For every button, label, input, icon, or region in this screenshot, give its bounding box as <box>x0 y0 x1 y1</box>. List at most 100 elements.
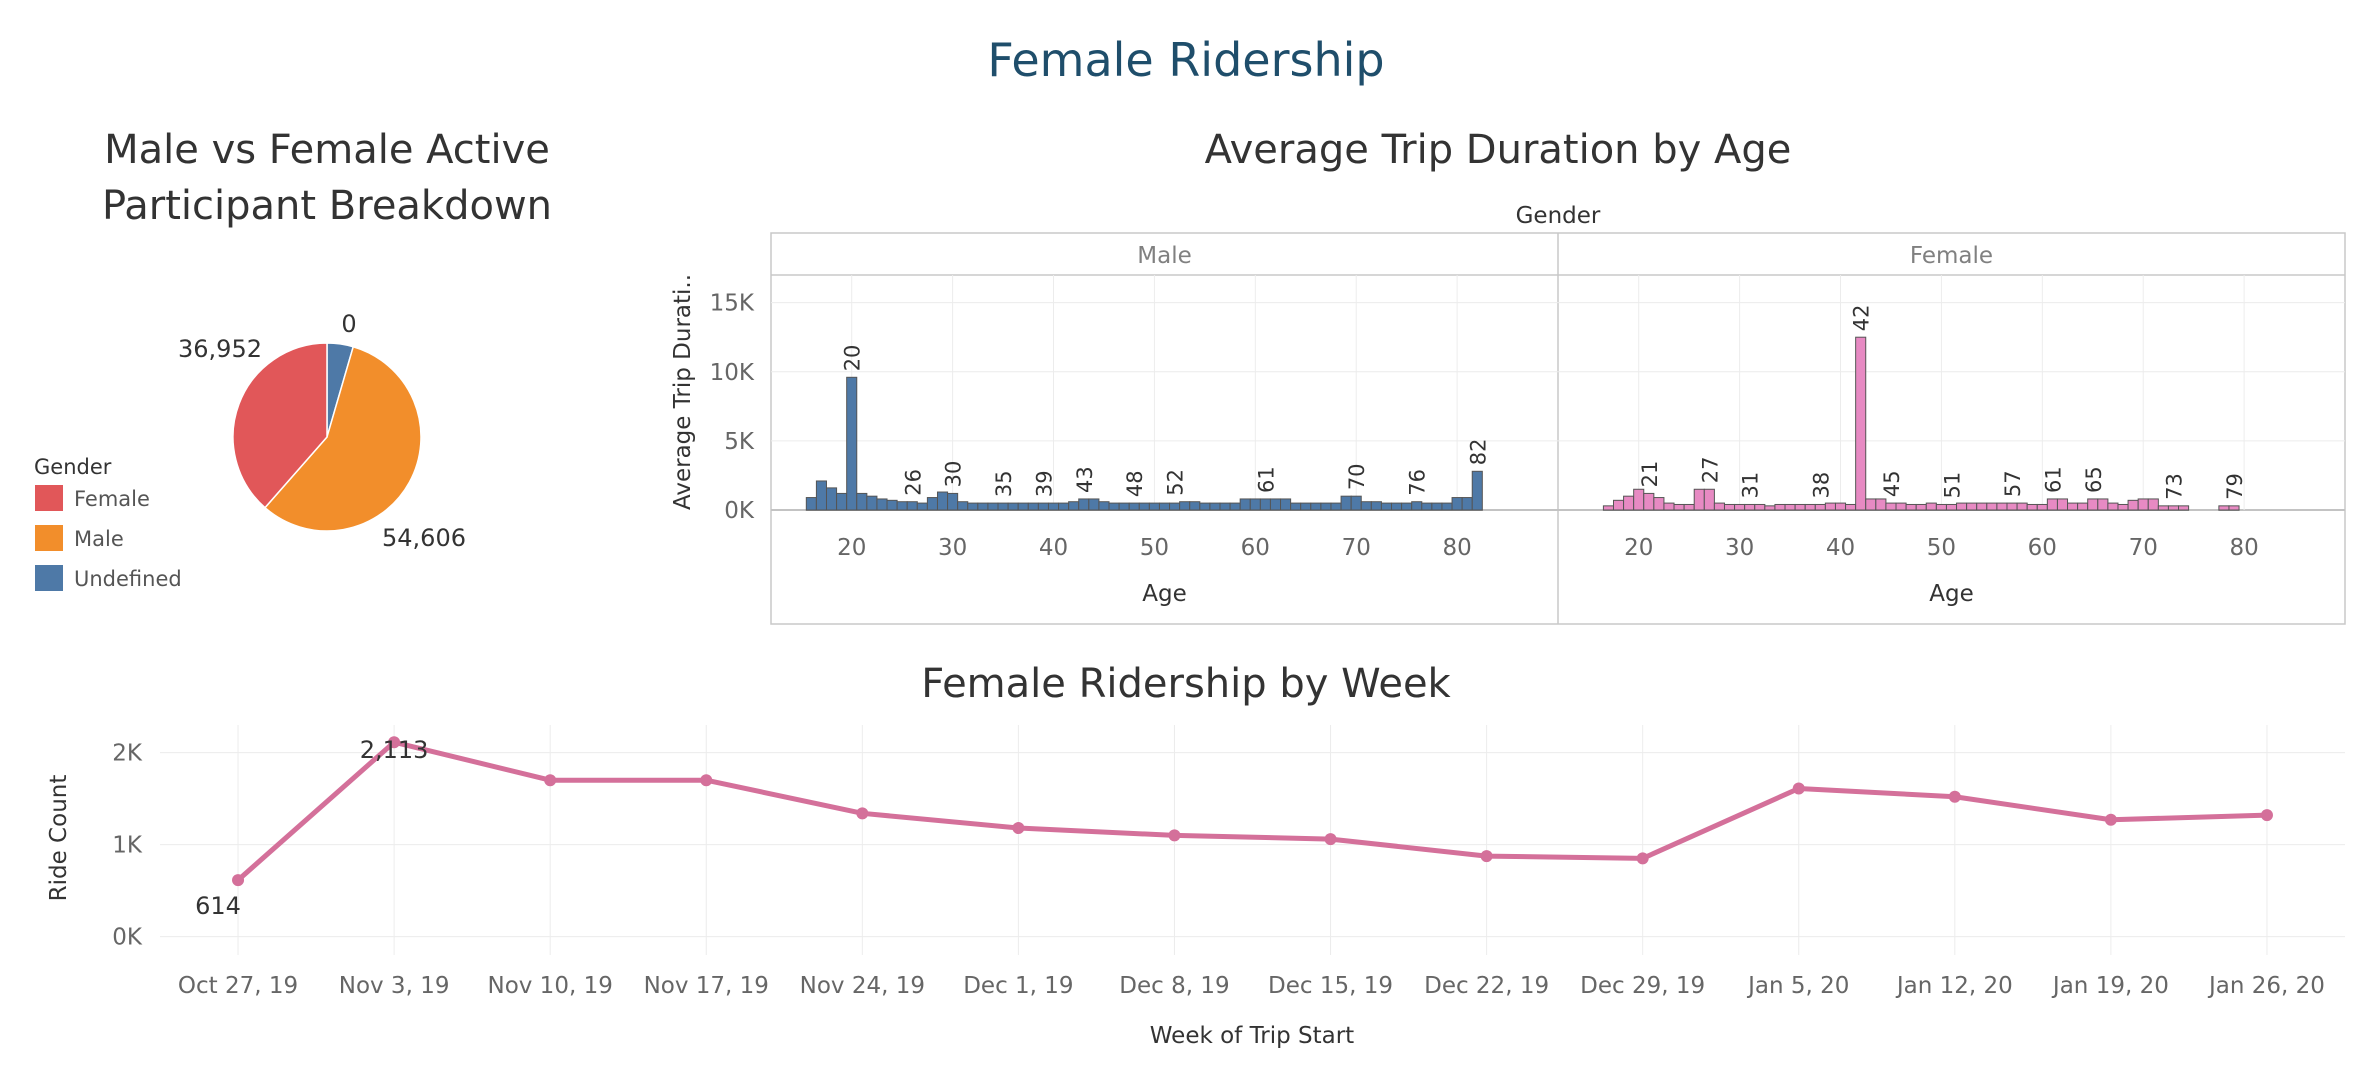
bar-male-age-51 <box>1158 502 1171 511</box>
bar-male-age-25 <box>896 501 908 511</box>
line-data-label-0: 614 <box>195 892 241 920</box>
bar-male-age-74 <box>1391 502 1403 511</box>
bar-male-age-32 <box>967 502 979 511</box>
bar-female-age-59 <box>2026 503 2038 511</box>
bar-male-age-54 <box>1189 501 1201 511</box>
bar-male-age-82 <box>1471 470 1483 511</box>
bar-female-age-17 <box>1602 505 1614 511</box>
bar-female-age-31 <box>1744 503 1756 511</box>
bar-y-axis-title: Average Trip Durati.. <box>670 274 696 510</box>
bar-chart-facet-label: Gender <box>1516 203 1601 229</box>
bar-female-age-47 <box>1905 503 1917 511</box>
bar-male-age-29 <box>936 491 949 511</box>
bar-label-male-61: 61 <box>1254 466 1278 493</box>
line-x-tick: Dec 1, 19 <box>963 973 1073 999</box>
bar-y-tick: 5K <box>724 429 755 455</box>
bar-female-age-63 <box>2067 502 2079 511</box>
bar-label-female-79: 79 <box>2223 473 2247 500</box>
bar-male-age-45 <box>1098 501 1110 511</box>
bar-male-age-38 <box>1027 502 1039 511</box>
bar-female-age-70 <box>2137 498 2149 511</box>
pie-label-male: 54,606 <box>382 524 466 552</box>
bar-male-age-65 <box>1300 502 1312 511</box>
pie-chart-title-line-2: Participant Breakdown <box>102 183 552 229</box>
bar-female-age-56 <box>1996 502 2008 511</box>
bar-female-age-55 <box>1986 502 1998 511</box>
bar-male-age-72 <box>1370 501 1382 511</box>
bar-label-male-76: 76 <box>1406 469 1430 496</box>
bar-label-male-35: 35 <box>992 470 1016 497</box>
bar-male-age-49 <box>1138 502 1150 511</box>
line-x-axis-title: Week of Trip Start <box>1150 1023 1354 1049</box>
bar-male-age-62 <box>1269 498 1282 511</box>
bar-female-age-54 <box>1976 502 1988 511</box>
bar-male-age-60 <box>1249 498 1261 511</box>
bar-x-tick: 20 <box>1624 535 1653 561</box>
bar-female-age-48 <box>1915 503 1927 511</box>
bar-female-age-21 <box>1643 492 1655 511</box>
bar-x-tick: 30 <box>938 535 967 561</box>
bar-female-age-64 <box>2077 502 2089 511</box>
bar-female-age-20 <box>1633 488 1645 511</box>
bar-female-age-62 <box>2056 498 2069 511</box>
legend-swatch-male <box>35 525 63 551</box>
line-y-tick: 2K <box>112 741 143 767</box>
bar-label-male-30: 30 <box>942 461 966 488</box>
bar-female-age-69 <box>2127 499 2139 511</box>
line-x-tick: Nov 17, 19 <box>644 973 769 999</box>
bar-female-age-71 <box>2147 498 2159 511</box>
bar-female-age-58 <box>2016 502 2028 511</box>
bar-male-age-75 <box>1401 502 1413 511</box>
bar-x-axis-title-male: Age <box>1142 581 1186 607</box>
bar-female-age-67 <box>2107 502 2119 511</box>
bar-male-age-31 <box>957 501 969 511</box>
line-x-tick: Nov 24, 19 <box>800 973 925 999</box>
pie-slice-female <box>232 342 328 509</box>
bar-male-age-44 <box>1088 498 1100 511</box>
bar-x-tick: 30 <box>1725 535 1754 561</box>
bar-male-age-35 <box>997 502 1009 511</box>
bar-female-age-53 <box>1966 502 1978 511</box>
bar-male-age-68 <box>1330 502 1342 511</box>
bar-female-age-32 <box>1754 503 1766 511</box>
bar-label-male-39: 39 <box>1032 470 1056 497</box>
bar-male-age-81 <box>1461 497 1473 511</box>
bar-label-female-45: 45 <box>1880 470 1904 497</box>
line-point-7 <box>1324 833 1337 846</box>
bar-label-female-31: 31 <box>1739 472 1763 499</box>
bar-female-age-44 <box>1875 498 1887 511</box>
bar-female-age-33 <box>1764 505 1776 511</box>
line-x-tick: Nov 3, 19 <box>339 973 450 999</box>
bar-x-axis-title-female: Age <box>1929 581 1973 607</box>
bar-male-age-71 <box>1360 501 1372 511</box>
bar-y-tick: 0K <box>724 498 755 524</box>
bar-chart: 0K 5K 10K 15K Average Trip Durati.. Male 20 30 4… <box>670 232 2346 625</box>
bar-label-male-70: 70 <box>1345 463 1369 490</box>
bar-male-age-36 <box>1007 502 1019 511</box>
bar-label-male-48: 48 <box>1123 470 1147 497</box>
bar-male-age-70 <box>1350 495 1362 511</box>
bar-female-age-61 <box>2046 498 2058 511</box>
bar-label-male-82: 82 <box>1466 439 1490 466</box>
bar-male-age-57 <box>1219 502 1231 511</box>
bar-female-age-45 <box>1885 502 1897 511</box>
line-point-4 <box>856 807 869 820</box>
bar-male-age-18 <box>825 487 838 511</box>
legend-item-female: Female <box>74 487 150 511</box>
bar-label-female-57: 57 <box>2001 470 2025 497</box>
bar-female-age-30 <box>1734 503 1746 511</box>
bar-male-age-50 <box>1148 502 1160 511</box>
legend-title: Gender <box>34 455 112 479</box>
bar-label-male-43: 43 <box>1073 466 1097 493</box>
line-x-tick: Jan 12, 20 <box>1895 973 2013 999</box>
line-x-tick: Nov 10, 19 <box>487 973 612 999</box>
bar-male-age-40 <box>1047 502 1060 511</box>
bar-label-male-26: 26 <box>901 469 925 496</box>
bar-male-age-59 <box>1239 498 1251 511</box>
bar-label-female-61: 61 <box>2041 466 2065 493</box>
bar-male-age-46 <box>1108 502 1120 511</box>
bar-female-age-46 <box>1895 502 1907 511</box>
bar-male-age-21 <box>856 492 868 511</box>
bar-male-age-52 <box>1169 502 1181 511</box>
bar-y-tick: 15K <box>710 291 755 317</box>
